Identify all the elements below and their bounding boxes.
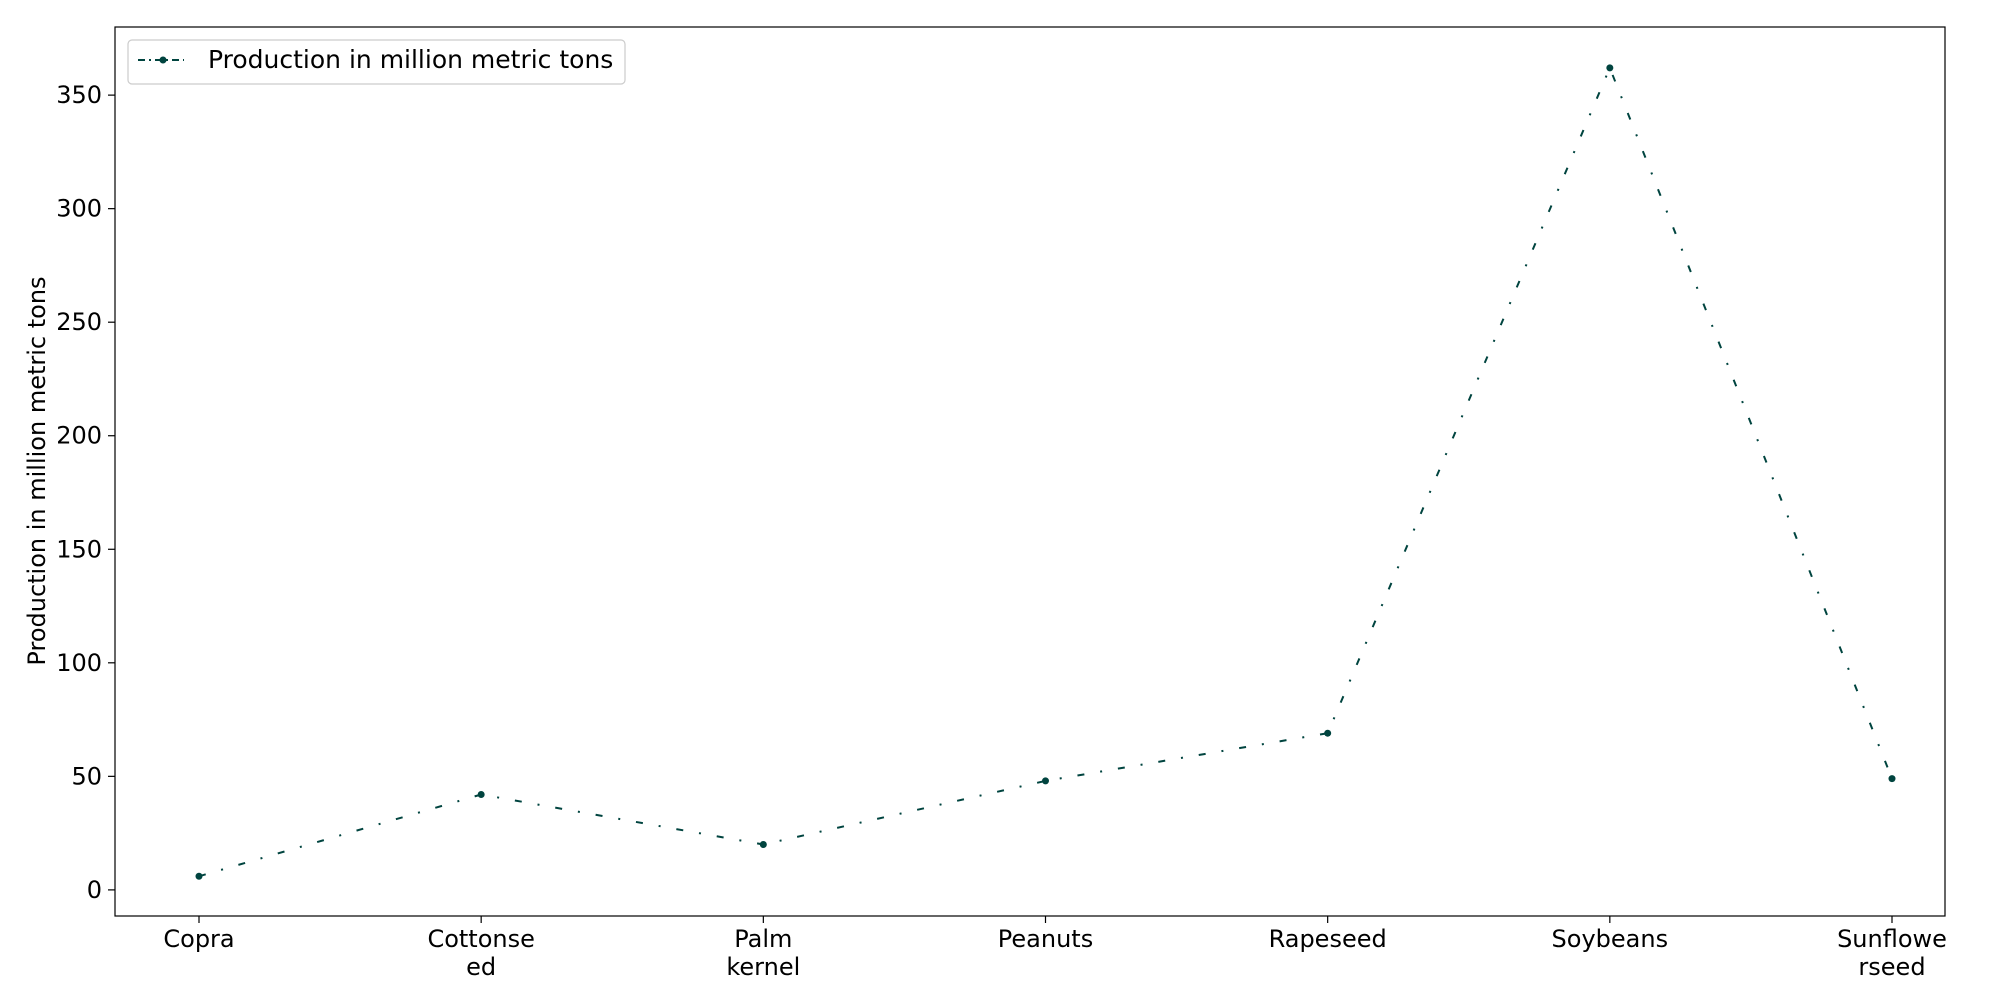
y-axis-label: Production in million metric tons xyxy=(23,276,51,665)
y-tick-label: 0 xyxy=(87,876,102,904)
data-point xyxy=(1324,729,1332,737)
y-tick-label: 250 xyxy=(56,308,102,336)
data-point xyxy=(1042,777,1049,785)
x-tick-label: Rapeseed xyxy=(1269,925,1387,953)
x-tick-label: Copra xyxy=(163,925,234,953)
x-tick-label: Sunflowe rseed xyxy=(1837,925,1947,981)
data-point xyxy=(1606,64,1614,72)
data-point xyxy=(1888,775,1896,783)
legend-marker-swatch xyxy=(159,56,167,64)
x-tick-label: Peanuts xyxy=(998,925,1093,953)
plot-area-frame xyxy=(114,26,1946,917)
x-tick-label: Cottonse ed xyxy=(427,925,534,981)
legend: Production in million metric tons xyxy=(127,39,626,85)
data-point xyxy=(195,872,203,880)
y-tick-label: 50 xyxy=(71,762,102,790)
y-tick-label: 300 xyxy=(56,195,102,223)
legend-box xyxy=(127,39,626,85)
y-tick-label: 100 xyxy=(56,649,102,677)
data-point xyxy=(759,840,767,848)
data-point xyxy=(477,791,485,799)
y-tick-label: 150 xyxy=(56,535,102,563)
x-tick-label: Palm kernel xyxy=(726,925,800,981)
y-tick-label: 200 xyxy=(56,422,102,450)
series-layer xyxy=(195,64,1896,880)
x-axis: Copra Cottonse ed Palm kernel Peanuts Rapeseed… xyxy=(163,916,1947,981)
y-axis: 0 50 100 150 200 250 300 350 xyxy=(56,81,115,904)
y-tick-label: 350 xyxy=(56,81,102,109)
x-tick-label: Soybeans xyxy=(1552,925,1669,953)
legend-entry-label: Production in million metric tons xyxy=(208,45,613,74)
